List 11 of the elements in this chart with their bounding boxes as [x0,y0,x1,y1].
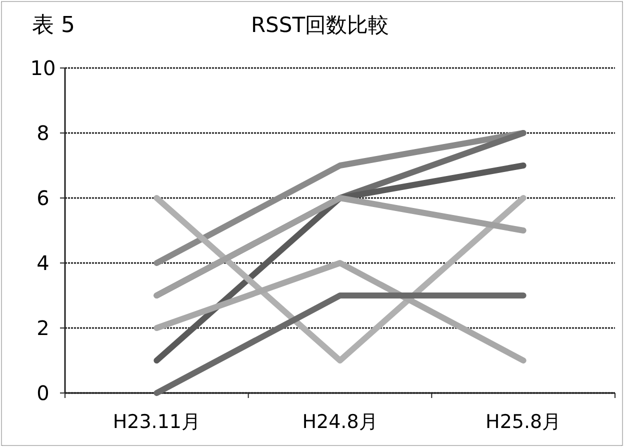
y-tick-label: 0 [36,381,50,405]
x-tick-label: H23.11月 [112,411,201,433]
x-tick-label: H24.8月 [302,411,378,433]
y-tick-label: 6 [36,186,50,210]
chart-title: RSST回数比較 [250,13,390,37]
y-tick-label: 8 [36,121,50,145]
y-tick-label: 2 [36,316,50,340]
y-tick-label: 4 [36,251,50,275]
text: 表 5 [32,13,75,38]
x-tick-label: H25.8月 [486,411,562,433]
y-tick-label: 10 [30,56,56,80]
